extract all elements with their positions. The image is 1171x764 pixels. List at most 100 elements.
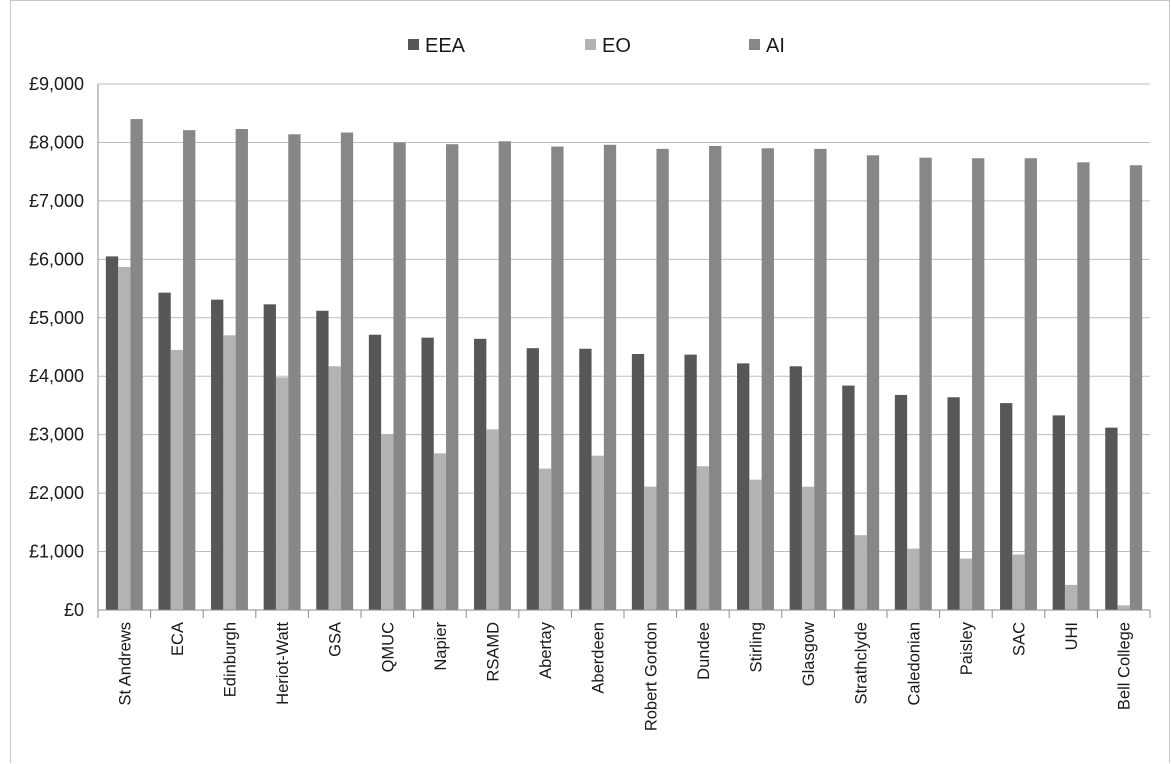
bar-eea [947,397,960,610]
legend-swatch-eo [585,39,596,50]
x-category-label: RSAMD [485,622,503,682]
bar-eo [801,486,815,610]
bar-eea [263,304,276,610]
x-category-label: Napier [432,621,450,670]
bar-eea [105,256,119,610]
bar-ai [919,157,932,610]
y-tick-label: £9,000 [29,74,84,94]
x-category-label: UHI [1063,622,1081,650]
y-tick-label: £6,000 [29,249,84,269]
y-tick-label: £0 [64,600,84,620]
y-tick-label: £5,000 [29,308,84,328]
x-axis-categories: St Andrews ECA Edinburgh Heriot-Watt GSA QMUC… [116,621,1133,731]
x-category-label: Glasgow [800,622,818,686]
bar-ai [866,155,880,610]
bar-eea [789,366,802,610]
x-category-label: Edinburgh [222,622,240,697]
bar-eo [538,468,552,610]
bar-eea [526,348,539,610]
bar-ai [235,129,248,610]
x-category-label: ECA [169,622,187,656]
x-category-label: Aberdeen [590,622,608,694]
bar-eo [486,429,499,610]
bar-eea [211,299,224,610]
bar-eea [421,337,434,610]
bar-eo [118,266,131,610]
axes [97,84,1151,618]
x-category-label: Dundee [695,622,713,680]
legend-label-eea: EEA [425,35,466,57]
x-category-label: GSA [327,622,345,657]
bar-ai [498,141,511,610]
y-tick-label: £1,000 [29,542,84,562]
bar-ai [393,142,406,610]
x-category-label: St Andrews [116,622,134,705]
bar-ai [972,158,985,611]
bar-ai [814,148,827,610]
bar-ai [551,146,564,610]
bar-ai [709,145,722,610]
bar-ai [183,130,196,610]
bar-eo [1117,605,1130,610]
bar-eo [1064,584,1078,610]
bar-eo [1012,554,1025,610]
y-tick-label: £2,000 [29,483,84,503]
x-category-label: SAC [1011,622,1029,656]
x-category-label: Heriot-Watt [274,622,292,705]
bar-ai [1129,165,1143,610]
bar-eo [275,377,289,610]
x-category-label: Caledonian [905,622,923,705]
bar-eea [1052,415,1065,610]
bar-eo [959,558,973,610]
bar-ai [603,144,617,610]
bar-ai [1077,162,1090,610]
x-category-label: Robert Gordon [642,622,660,731]
x-category-label: Strathclyde [853,622,871,705]
bar-ai [1024,158,1037,611]
bar-eea [737,363,750,610]
x-category-label: Abertay [537,621,555,679]
bar-eo [854,535,867,610]
bar-eo [328,366,341,610]
x-category-label: QMUC [379,622,397,672]
bar-eo [696,466,710,610]
bar-eo [644,486,657,610]
legend-label-eo: EO [602,35,631,57]
gridlines [98,83,1150,553]
bar-ai [761,148,774,611]
bar-eo [907,548,920,610]
bar-eea [894,394,908,610]
y-tick-label: £4,000 [29,366,84,386]
bar-ai [288,134,301,611]
bar-eea [368,334,382,610]
legend-swatch-ai [749,39,760,50]
bar-eo [381,434,394,610]
bar-ai [340,132,354,610]
y-axis-ticks: £0 £1,000 £2,000 £3,000 £4,000 £5,000 £6,000 £7… [29,74,84,620]
bar-eea [1000,403,1013,610]
bar-ai [446,144,459,610]
bar-eea [684,354,697,610]
bar-eea [631,354,645,610]
bar-eea [1105,427,1118,610]
bar-ai [656,148,669,610]
x-category-label: Stirling [748,622,766,672]
bar-eea [579,348,592,610]
bar-eo [749,479,762,610]
legend: EEA EO AI [408,35,785,57]
x-category-label: Bell College [1116,622,1134,710]
bar-eea [474,338,487,610]
bar-ai [130,119,143,611]
bars [105,119,1143,611]
bar-eo [591,455,604,610]
bar-eea [158,292,171,610]
y-tick-label: £8,000 [29,132,84,152]
bar-eo [170,349,184,610]
y-tick-label: £3,000 [29,425,84,445]
bar-eo [433,453,447,610]
bar-eea [842,385,855,610]
bar-eea [316,310,329,610]
x-category-label: Paisley [958,621,976,675]
bar-eo [223,335,236,610]
